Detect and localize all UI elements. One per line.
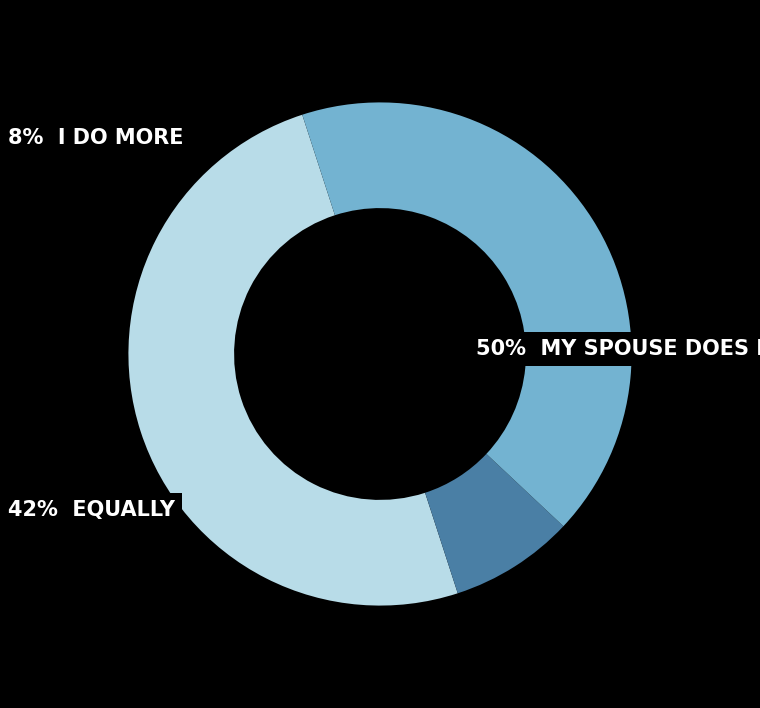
Text: 50%  MY SPOUSE DOES MORE: 50% MY SPOUSE DOES MORE [476, 339, 760, 359]
Wedge shape [425, 454, 563, 593]
Wedge shape [302, 103, 632, 526]
Wedge shape [128, 115, 458, 605]
Text: 8%  I DO MORE: 8% I DO MORE [8, 127, 183, 148]
Text: 42%  EQUALLY: 42% EQUALLY [8, 500, 175, 520]
